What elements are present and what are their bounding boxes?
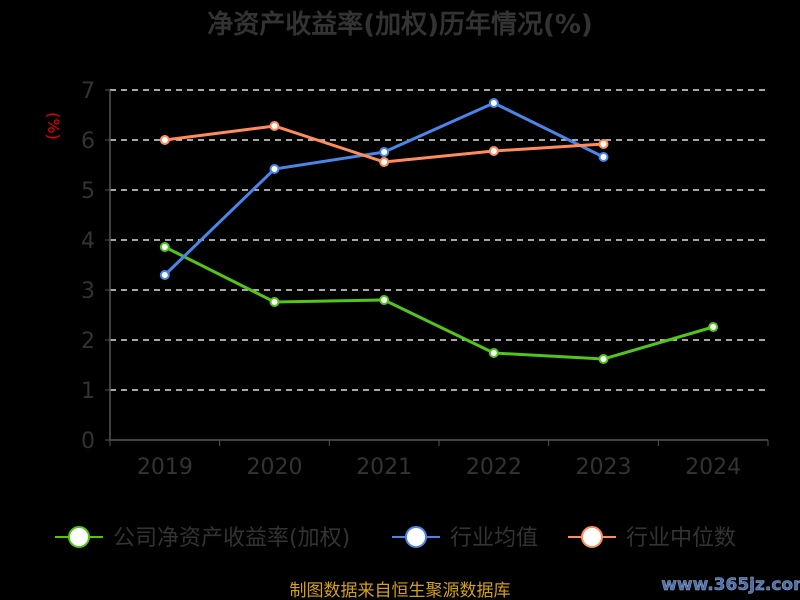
- legend-label: 行业中位数: [626, 526, 736, 551]
- x-tick-label: 2019: [137, 455, 193, 480]
- data-source-footer: 制图数据来自恒生聚源数据库: [290, 581, 511, 600]
- data-point: [488, 146, 499, 156]
- data-point: [379, 147, 390, 157]
- data-point: [159, 270, 170, 280]
- legend-marker: [405, 526, 427, 548]
- data-point: [598, 354, 609, 364]
- x-tick-label: 2021: [356, 455, 412, 480]
- y-tick-label: 1: [81, 379, 95, 404]
- data-point: [379, 295, 390, 305]
- y-tick-label: 0: [81, 429, 95, 454]
- data-point: [269, 297, 280, 307]
- legend-marker: [68, 526, 90, 548]
- x-tick-label: 2020: [247, 455, 303, 480]
- legend-marker: [581, 526, 603, 548]
- y-axis-label: (%): [44, 112, 63, 140]
- y-tick-label: 4: [81, 229, 95, 254]
- x-tick-label: 2023: [576, 455, 632, 480]
- data-point: [708, 322, 719, 332]
- data-point: [269, 121, 280, 131]
- y-tick-label: 6: [81, 129, 95, 154]
- legend-label: 公司净资产收益率(加权): [113, 526, 350, 551]
- data-point: [159, 135, 170, 145]
- legend-label: 行业均值: [450, 526, 538, 551]
- series-line: [163, 101, 605, 277]
- x-tick-label: 2024: [685, 455, 741, 480]
- y-tick-label: 7: [81, 79, 95, 104]
- chart-title: 净资产收益率(加权)历年情况(%): [207, 9, 593, 40]
- y-tick-label: 3: [81, 279, 95, 304]
- x-tick-label: 2022: [466, 455, 522, 480]
- y-tick-label: 5: [81, 179, 95, 204]
- data-point: [598, 139, 609, 149]
- data-point: [598, 152, 609, 162]
- data-point: [269, 164, 280, 174]
- data-point: [159, 242, 170, 252]
- data-point: [488, 348, 499, 358]
- watermark: www.365jz.com: [661, 575, 800, 595]
- series-line: [164, 245, 714, 361]
- y-tick-label: 2: [81, 329, 95, 354]
- data-point: [379, 157, 390, 167]
- data-point: [488, 98, 499, 108]
